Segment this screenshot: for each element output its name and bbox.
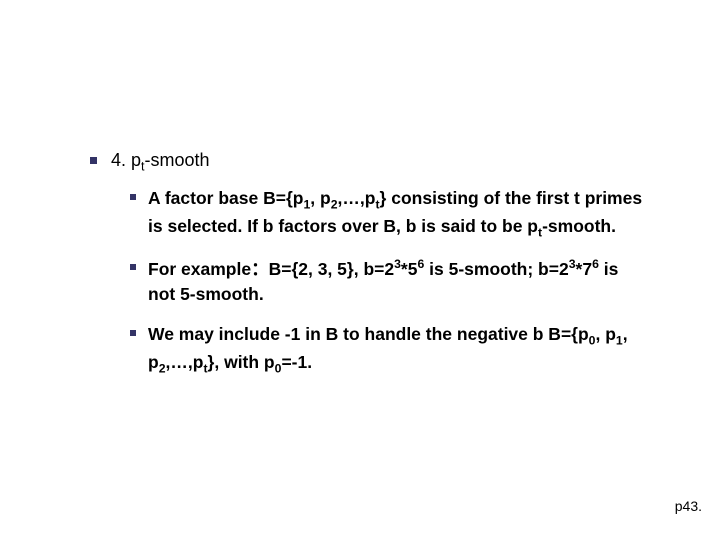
slide: 4. pt-smooth A factor base B={p1, p2,…,p… <box>0 0 720 540</box>
list-item: We may include -1 in B to handle the neg… <box>130 322 650 379</box>
square-bullet-icon <box>130 194 136 200</box>
list-item-text: For example：B={2, 3, 5}, b=23*56 is 5-sm… <box>148 256 650 308</box>
list-item: For example：B={2, 3, 5}, b=23*56 is 5-sm… <box>130 256 650 308</box>
top-bullet-text: 4. pt-smooth <box>111 150 210 174</box>
square-bullet-icon <box>90 157 97 164</box>
square-bullet-icon <box>130 264 136 270</box>
list-item-text: We may include -1 in B to handle the neg… <box>148 322 650 379</box>
list-item: A factor base B={p1, p2,…,pt} consisting… <box>130 186 650 243</box>
sub-list: A factor base B={p1, p2,…,pt} consisting… <box>130 186 650 379</box>
square-bullet-icon <box>130 330 136 336</box>
list-item-text: A factor base B={p1, p2,…,pt} consisting… <box>148 186 650 243</box>
page-number: p43. <box>675 498 702 514</box>
top-bullet: 4. pt-smooth <box>90 150 650 174</box>
